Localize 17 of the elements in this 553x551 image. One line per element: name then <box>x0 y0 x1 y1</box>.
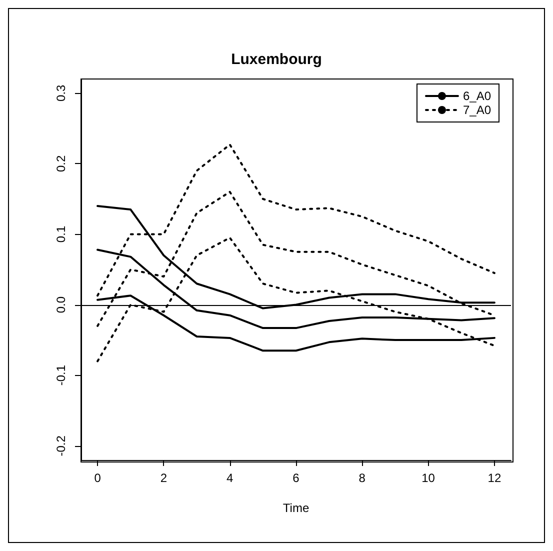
x-tick-label: 10 <box>422 471 436 485</box>
chart-title: Luxembourg <box>231 51 322 68</box>
legend-label: 7_A0 <box>462 103 492 117</box>
x-tick-label: 2 <box>160 471 168 485</box>
y-tick-label: 0.2 <box>54 155 68 172</box>
y-tick-label: 0.1 <box>54 226 68 243</box>
y-tick-label: -0.2 <box>54 435 68 456</box>
x-tick-label: 4 <box>226 471 234 485</box>
y-tick-label: -0.1 <box>54 364 68 386</box>
y-tick-label: 0.3 <box>54 84 68 102</box>
x-tick-label: 12 <box>488 471 502 485</box>
x-axis-title: Time <box>282 501 310 515</box>
x-tick-label: 8 <box>358 471 366 485</box>
x-tick-label: 6 <box>292 471 300 485</box>
y-tick-label: 0.0 <box>54 296 68 314</box>
legend-label: 6_A0 <box>462 89 492 103</box>
x-tick-label: 0 <box>94 471 102 485</box>
